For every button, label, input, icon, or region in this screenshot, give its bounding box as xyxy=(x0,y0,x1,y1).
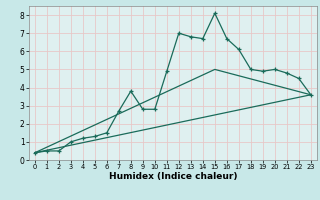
X-axis label: Humidex (Indice chaleur): Humidex (Indice chaleur) xyxy=(108,172,237,181)
